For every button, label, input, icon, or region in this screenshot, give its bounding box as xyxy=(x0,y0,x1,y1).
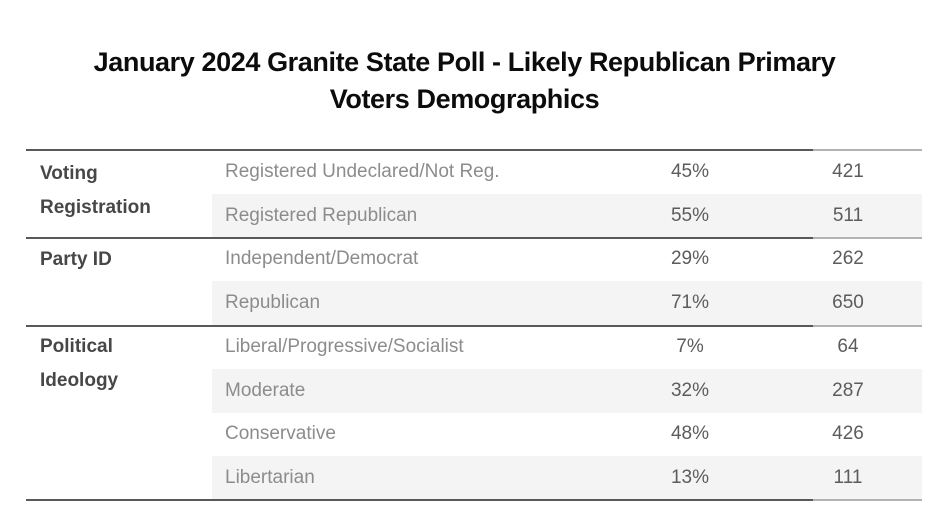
row-band: Libertarian 13% 111 xyxy=(212,456,922,500)
category-label: Party ID xyxy=(40,249,112,270)
table-row: Conservative 48% 426 xyxy=(26,413,922,457)
section-divider xyxy=(26,324,922,327)
row-label: Conservative xyxy=(225,423,336,445)
count-cell: 287 xyxy=(832,379,864,401)
row-band: Conservative 48% 426 xyxy=(212,413,922,457)
row-label: Liberal/Progressive/Socialist xyxy=(225,335,464,357)
percent-cell: 7% xyxy=(676,335,704,357)
count-cell: 650 xyxy=(832,292,864,314)
row-label: Registered Undeclared/Not Reg. xyxy=(225,160,500,182)
percent-cell: 29% xyxy=(670,248,710,270)
row-label: Registered Republican xyxy=(225,204,418,226)
count-cell: 511 xyxy=(832,204,864,226)
row-band: Registered Republican 55% 511 xyxy=(212,193,922,238)
percent-cell: 32% xyxy=(670,379,710,401)
chart-title: January 2024 Granite State Poll - Likely… xyxy=(0,44,929,118)
count-cell: 111 xyxy=(833,467,863,489)
row-label: Independent/Democrat xyxy=(225,248,419,270)
row-band: Independent/Democrat 29% 262 xyxy=(212,238,922,282)
row-band: Liberal/Progressive/Socialist 7% 64 xyxy=(212,325,922,369)
percent-cell: 71% xyxy=(670,292,710,314)
count-cell: 426 xyxy=(832,423,864,445)
category-label: Political Ideology xyxy=(40,336,119,391)
category-label: Voting Registration xyxy=(40,163,151,218)
row-label: Libertarian xyxy=(225,467,315,489)
row-band: Republican 71% 650 xyxy=(212,281,922,325)
percent-cell: 48% xyxy=(670,423,710,445)
table-top-border xyxy=(26,149,922,151)
table-bottom-border xyxy=(26,499,922,501)
percent-cell: 45% xyxy=(670,160,710,182)
table-row: Registered Undeclared/Not Reg. 45% 421 xyxy=(26,150,922,194)
row-label: Moderate xyxy=(225,379,306,401)
table-row: Independent/Democrat 29% 262 xyxy=(26,238,922,282)
row-band: Registered Undeclared/Not Reg. 45% 421 xyxy=(212,150,922,194)
category-column-spacer xyxy=(26,413,212,457)
row-label: Republican xyxy=(225,292,321,314)
count-cell: 64 xyxy=(837,335,859,357)
table-row: Libertarian 13% 111 xyxy=(26,456,922,500)
category-column-spacer xyxy=(26,456,212,500)
count-cell: 421 xyxy=(832,160,864,182)
demographics-table: Registered Undeclared/Not Reg. 45% 421 R… xyxy=(26,149,922,501)
table-row: Moderate 32% 287 xyxy=(26,368,922,413)
percent-cell: 13% xyxy=(670,467,710,489)
chart-title-text: January 2024 Granite State Poll - Likely… xyxy=(93,47,836,114)
row-band: Moderate 32% 287 xyxy=(212,368,922,413)
section-divider xyxy=(26,237,922,239)
table-row: Republican 71% 650 xyxy=(26,281,922,325)
category-column-spacer xyxy=(26,281,212,325)
count-cell: 262 xyxy=(832,248,864,270)
table-row: Registered Republican 55% 511 xyxy=(26,193,922,238)
percent-cell: 55% xyxy=(670,204,710,226)
table-row: Liberal/Progressive/Socialist 7% 64 xyxy=(26,325,922,369)
